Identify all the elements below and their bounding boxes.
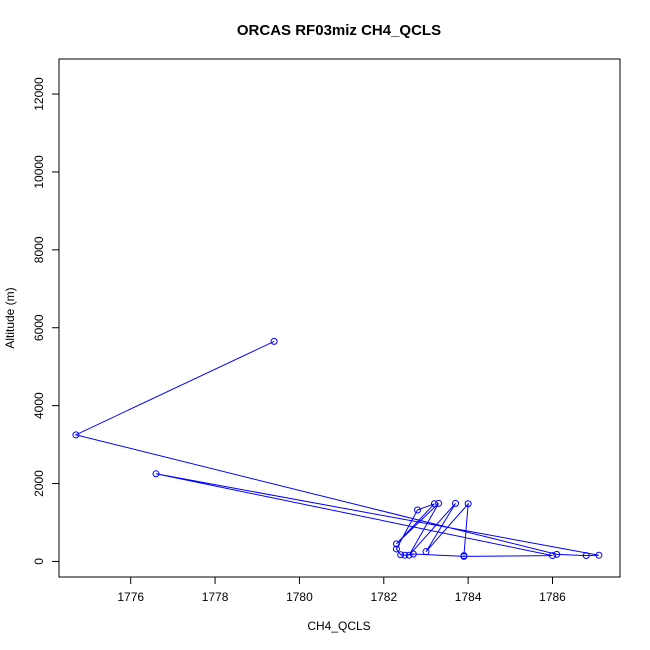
y-tick-label: 2000: [32, 470, 46, 497]
x-tick-label: 1784: [455, 590, 482, 604]
data-point: [392, 540, 400, 548]
data-point: [414, 506, 422, 514]
chart-title: ORCAS RF03miz CH4_QCLS: [237, 22, 441, 39]
y-axis-label: Altitude (m): [3, 287, 17, 348]
data-point: [270, 337, 278, 345]
data-point: [451, 499, 459, 507]
x-tick-label: 1786: [539, 590, 566, 604]
y-tick-label: 12000: [32, 77, 46, 111]
x-axis-label: CH4_QCLS: [307, 619, 370, 633]
data-point: [422, 548, 430, 556]
data-point: [152, 470, 160, 478]
data-point: [464, 500, 472, 508]
x-tick-label: 1776: [117, 590, 144, 604]
x-tick-label: 1780: [286, 590, 313, 604]
plot-frame: [58, 58, 621, 578]
data-point: [549, 552, 557, 560]
data-point: [392, 545, 400, 553]
data-point: [460, 552, 468, 560]
data-point: [553, 550, 561, 558]
y-tick-label: 4000: [32, 392, 46, 419]
data-point: [401, 551, 409, 559]
data-point: [595, 551, 603, 559]
series-line: [74, 340, 599, 557]
data-point: [582, 552, 590, 560]
y-tick-label: 6000: [32, 314, 46, 341]
data-point: [409, 550, 417, 558]
data-point: [397, 551, 405, 559]
y-tick-label: 10000: [32, 155, 46, 189]
data-point: [430, 500, 438, 508]
data-point: [72, 431, 80, 439]
y-axis: 0 2000 4000 6000 8000 10000 12000: [32, 77, 60, 565]
series-layer: [72, 337, 603, 560]
x-tick-label: 1782: [370, 590, 397, 604]
data-point: [405, 551, 413, 559]
y-tick-label: 0: [32, 558, 46, 565]
x-axis: 1776 1778 1780 1782 1784 1786: [117, 576, 566, 604]
y-tick-label: 8000: [32, 236, 46, 263]
data-point: [435, 499, 443, 507]
x-tick-label: 1778: [202, 590, 229, 604]
